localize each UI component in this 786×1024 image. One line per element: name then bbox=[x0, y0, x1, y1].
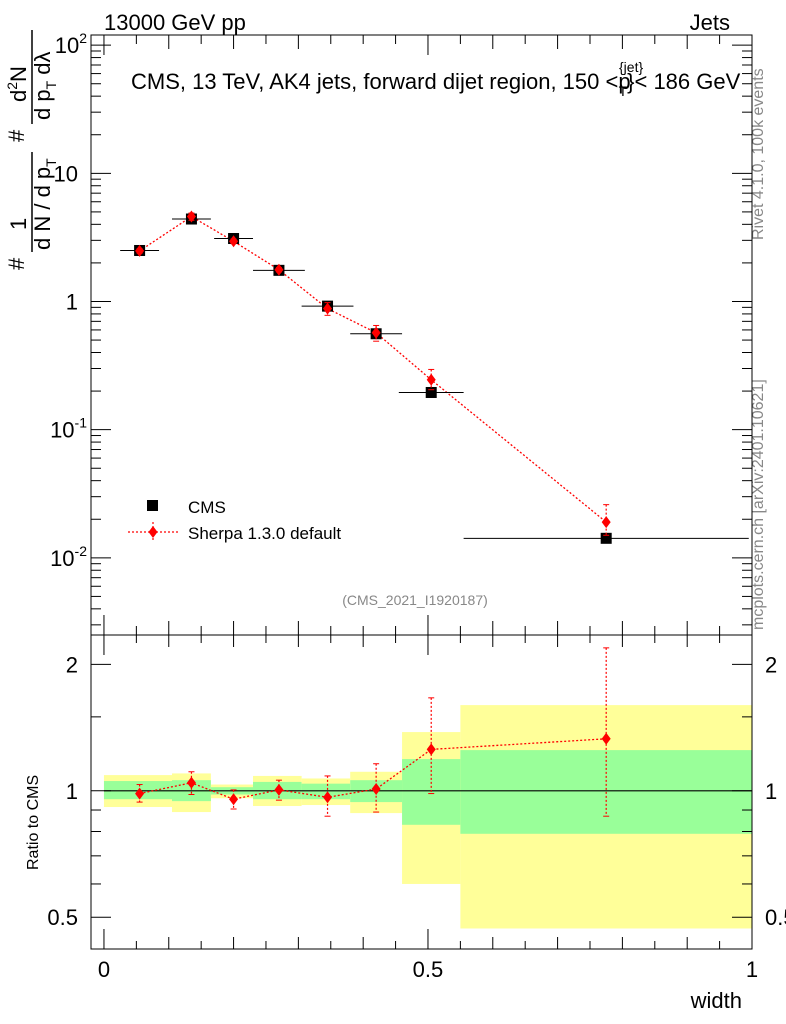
y-title-den-2: d pT dλ bbox=[30, 51, 59, 120]
main-y-tick-label: 102 bbox=[55, 30, 87, 58]
ratio-y-tick-label-right: 2 bbox=[765, 652, 777, 677]
x-tick-label: 1 bbox=[746, 957, 758, 982]
legend: CMS Sherpa 1.3.0 default bbox=[128, 498, 341, 543]
plot-title-end: }< 186 GeV bbox=[627, 69, 740, 94]
ratio-y-title: Ratio to CMS bbox=[25, 775, 42, 870]
ratio-y-tick-label: 0.5 bbox=[47, 905, 78, 930]
mc-data-point bbox=[323, 302, 333, 315]
mc-data-point bbox=[229, 235, 239, 248]
mc-data-point bbox=[371, 326, 381, 339]
legend-marker-mc bbox=[148, 526, 158, 538]
legend-label-mc: Sherpa 1.3.0 default bbox=[188, 524, 341, 543]
plot-title-sub: T bbox=[619, 83, 628, 99]
y-title-den-1: d N / d pT bbox=[30, 158, 59, 250]
y-title-hash-2: # bbox=[4, 129, 29, 142]
y-title-hash-1: # bbox=[4, 257, 29, 270]
y-axis-title: # 1 d N / d pT # d2N d pT dλ bbox=[4, 30, 59, 270]
ratio-mc-data-point bbox=[601, 732, 611, 745]
ratio-mc-data-point bbox=[426, 743, 436, 756]
main-panel-frame bbox=[90, 34, 753, 636]
mc-data-point bbox=[601, 516, 611, 529]
mc-data-point bbox=[426, 373, 436, 386]
ratio-mc-line bbox=[139, 738, 607, 800]
collection-label: Jets bbox=[690, 10, 730, 35]
y-title-num-2: d2N bbox=[4, 66, 31, 102]
mc-data-point bbox=[135, 244, 145, 257]
mcplots-label: mcplots.cern.ch [arXiv:2401.10621] bbox=[750, 379, 767, 630]
x-tick-label: 0.5 bbox=[413, 957, 444, 982]
ratio-mc-data-point bbox=[229, 793, 239, 806]
ratio-y-tick-label: 2 bbox=[66, 652, 78, 677]
analysis-id: (CMS_2021_I1920187) bbox=[342, 592, 488, 608]
plot-title-main: CMS, 13 TeV, AK4 jets, forward dijet reg… bbox=[131, 69, 631, 94]
legend-label-cms: CMS bbox=[188, 498, 226, 517]
main-y-tick-label: 10-1 bbox=[50, 415, 87, 443]
ratio-mc-data-point bbox=[186, 776, 196, 789]
ratio-y-tick-label: 1 bbox=[66, 779, 78, 804]
legend-marker-cms bbox=[147, 500, 158, 511]
x-axis-title: width bbox=[690, 988, 742, 1013]
ratio-y-tick-label-right: 1 bbox=[765, 779, 777, 804]
mc-data-point bbox=[274, 263, 284, 276]
ratio-y-tick-label-right: 0.5 bbox=[765, 905, 786, 930]
rivet-version-label: Rivet 4.1.0, 100k events bbox=[750, 68, 767, 240]
ratio-band-inner bbox=[402, 759, 461, 825]
cms-data-point bbox=[600, 532, 612, 544]
ratio-mc-data-point bbox=[323, 791, 333, 804]
plot-title-sup: {jet} bbox=[619, 59, 643, 75]
mc-line bbox=[139, 215, 607, 523]
main-y-tick-label: 10-2 bbox=[50, 543, 87, 571]
ratio-panel-frame bbox=[90, 634, 753, 950]
x-tick-label: 0 bbox=[98, 957, 110, 982]
energy-label: 13000 GeV pp bbox=[104, 10, 246, 35]
y-title-one: 1 bbox=[6, 218, 31, 230]
cms-data-point bbox=[425, 386, 437, 398]
ratio-mc-data-point bbox=[135, 787, 145, 800]
ratio-mc-data-point bbox=[371, 782, 381, 795]
ratio-mc-data-point bbox=[274, 783, 284, 796]
plot-title: CMS, 13 TeV, AK4 jets, forward dijet reg… bbox=[131, 69, 741, 99]
main-y-tick-label: 1 bbox=[66, 289, 78, 314]
mc-data-point bbox=[186, 210, 196, 223]
main-y-tick-label: 10 bbox=[54, 161, 78, 186]
